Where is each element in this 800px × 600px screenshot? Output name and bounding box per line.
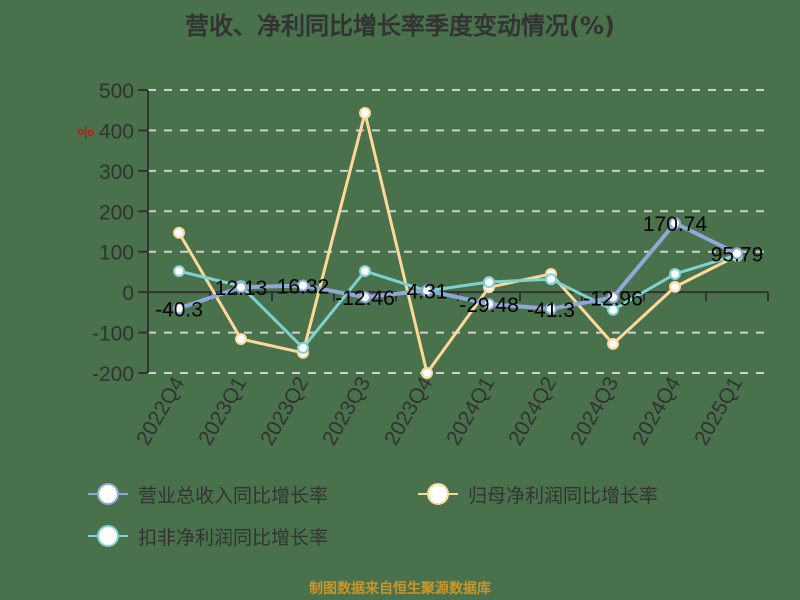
data-label: 12.13 [215,277,268,300]
x-tick-label: 2025Q1 [690,373,747,449]
data-point [359,107,371,120]
y-tick-label: 400 [99,120,134,143]
x-tick-label: 2023Q1 [194,373,251,449]
legend-marker-icon [418,481,458,507]
data-label: -41.3 [527,299,575,322]
data-label: 170.74 [643,213,708,236]
data-point [669,217,681,230]
data-point [421,284,433,297]
data-point [173,302,185,315]
data-label: -12.96 [583,287,643,310]
legend-marker-icon [88,523,128,549]
legend-dot [427,483,449,505]
y-tick-label: 300 [99,161,134,184]
x-tick-label: 2023Q3 [318,373,375,449]
x-tick-label: 2024Q2 [504,373,561,449]
y-tick-label: 100 [99,242,134,265]
data-point [359,265,371,278]
data-label: 95.79 [711,243,764,266]
x-tick-label: 2022Q4 [132,373,189,449]
y-tick-label: 200 [99,201,134,224]
data-point [421,367,433,379]
series-line [178,253,738,350]
chart-title: 营收、净利同比增长率季度变动情况(%) [185,12,615,40]
data-point [173,226,185,239]
source-footer: 制图数据来自恒生聚源数据库 [309,581,491,597]
y-tick-label: -100 [92,323,134,346]
legend-item-net-profit[interactable]: 归母净利润同比增长率 [418,481,658,507]
data-point [545,273,557,286]
data-label: -40.3 [155,298,203,321]
legend-item-deducted-net-profit[interactable]: 扣非净利润同比增长率 [88,523,328,549]
y-tick-label: 0 [122,282,134,305]
data-point [731,247,743,260]
series-lines [173,107,743,379]
legend-label: 扣非净利润同比增长率 [138,526,329,549]
data-label: 4.31 [407,280,448,303]
y-tick-label: 500 [99,80,134,103]
y-tick-label: -200 [92,363,134,386]
x-tick-label: 2024Q4 [628,373,685,449]
data-point [297,341,309,354]
legend-item-revenue[interactable]: 营业总收入同比增长率 [88,481,328,507]
data-point [359,291,371,304]
series-line [177,111,738,375]
legend-dot [97,483,119,505]
x-tick-label: 2024Q3 [566,373,623,449]
data-label: 16.32 [277,276,330,299]
data-point [607,291,619,304]
series-line [178,221,738,311]
legend-dot [97,525,119,547]
data-point [173,265,185,278]
data-point [545,302,557,315]
data-point [297,279,309,292]
x-tick-label: 2023Q2 [256,373,313,449]
data-point [235,281,247,294]
data-point [669,267,681,280]
data-point [483,276,495,289]
data-point [607,337,619,350]
legend-label: 归母净利润同比增长率 [468,484,659,507]
data-labels: -40.3 12.13 16.32-12.46 4.31 -29.48 -41.3 -12.… [155,213,763,322]
x-tick-label: 2023Q4 [380,373,437,449]
y-unit-label: % [75,121,98,145]
data-point [669,280,681,293]
legend-label: 营业总收入同比增长率 [138,484,329,507]
x-tick-label: 2024Q1 [442,373,499,449]
data-label: -12.46 [335,287,395,310]
data-point [235,333,247,346]
legend-marker-icon [88,481,128,507]
data-label: -29.48 [459,294,519,317]
data-point [483,298,495,311]
data-point [607,303,619,316]
